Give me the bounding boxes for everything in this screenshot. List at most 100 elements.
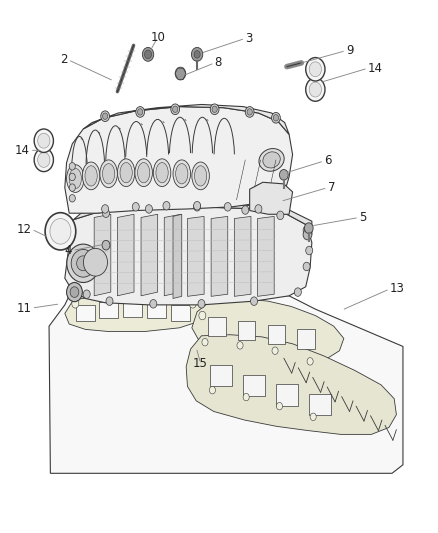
Circle shape [294,288,301,296]
Polygon shape [186,335,396,434]
Circle shape [194,201,201,210]
Polygon shape [243,375,265,396]
Text: 7: 7 [328,181,335,194]
Circle shape [50,219,71,244]
Polygon shape [211,216,228,296]
Polygon shape [164,214,181,296]
Circle shape [306,78,325,101]
Ellipse shape [153,159,171,187]
Circle shape [69,173,75,181]
Circle shape [279,169,288,180]
Polygon shape [65,296,205,332]
Polygon shape [210,365,232,386]
Circle shape [136,107,145,117]
Circle shape [132,203,139,211]
Circle shape [38,152,50,167]
Ellipse shape [67,244,99,282]
Text: 2: 2 [60,53,68,66]
Polygon shape [99,302,118,318]
Ellipse shape [100,160,117,188]
Ellipse shape [69,168,81,189]
Ellipse shape [135,159,152,187]
Circle shape [202,338,208,346]
Circle shape [145,205,152,213]
Circle shape [277,211,284,220]
Circle shape [106,297,113,305]
Text: 9: 9 [346,44,353,57]
Circle shape [145,50,152,59]
Circle shape [69,163,75,170]
Circle shape [102,240,110,250]
Circle shape [310,413,316,421]
Polygon shape [309,394,331,415]
Ellipse shape [83,248,107,276]
Polygon shape [141,214,158,296]
Circle shape [309,62,321,77]
Text: 14: 14 [15,144,30,157]
Text: 5: 5 [359,211,367,224]
Polygon shape [65,207,312,305]
Ellipse shape [102,164,115,184]
Circle shape [212,106,217,112]
Polygon shape [147,302,166,318]
Ellipse shape [192,162,209,190]
Polygon shape [276,384,298,406]
Polygon shape [297,329,315,349]
Circle shape [102,205,109,213]
Polygon shape [94,214,111,296]
Polygon shape [83,104,289,134]
Circle shape [247,109,252,115]
Circle shape [102,113,108,119]
Circle shape [306,246,313,255]
Text: 13: 13 [390,282,405,295]
Circle shape [69,195,75,202]
Polygon shape [250,182,293,214]
Text: 6: 6 [324,155,332,167]
Ellipse shape [173,160,191,188]
Ellipse shape [85,166,97,186]
Circle shape [304,223,313,233]
Circle shape [198,300,205,308]
Circle shape [242,206,249,214]
Circle shape [194,51,200,58]
Polygon shape [49,296,403,473]
Circle shape [224,203,231,211]
Polygon shape [268,325,285,344]
Circle shape [272,112,280,123]
Circle shape [70,287,79,297]
Text: 3: 3 [245,32,253,45]
Circle shape [307,358,313,365]
Circle shape [98,294,105,303]
Polygon shape [76,305,95,321]
Circle shape [251,297,258,305]
Ellipse shape [259,149,284,171]
Circle shape [34,148,53,172]
Circle shape [309,82,321,97]
Circle shape [45,213,76,250]
Circle shape [194,203,201,211]
Circle shape [142,47,154,61]
Polygon shape [74,204,312,235]
Circle shape [173,106,178,112]
Text: 14: 14 [368,62,383,75]
Circle shape [138,109,143,115]
Polygon shape [117,214,134,296]
Circle shape [34,129,53,152]
Polygon shape [65,107,293,213]
Circle shape [303,229,312,240]
Polygon shape [171,305,190,321]
Circle shape [199,311,206,320]
Circle shape [243,393,249,401]
Circle shape [303,262,310,271]
Ellipse shape [77,256,90,271]
Circle shape [245,107,254,117]
Polygon shape [192,298,344,360]
Circle shape [163,201,170,210]
Circle shape [38,133,50,148]
Circle shape [306,58,325,81]
Ellipse shape [67,165,84,192]
Circle shape [255,205,262,213]
Polygon shape [123,301,142,317]
Ellipse shape [71,249,95,277]
Polygon shape [173,214,182,298]
